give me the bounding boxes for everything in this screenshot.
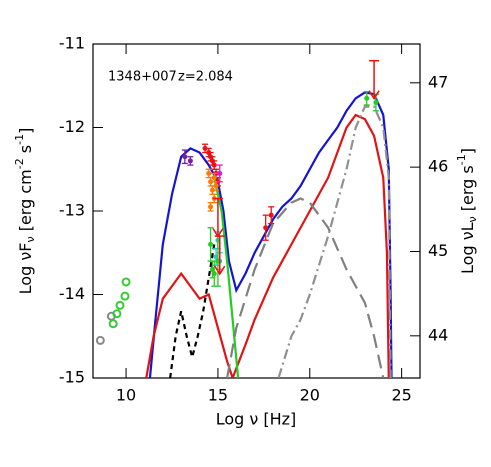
data-point xyxy=(211,162,217,168)
model-curve xyxy=(226,197,385,378)
data-point xyxy=(211,271,217,277)
data-point xyxy=(364,95,370,101)
label-part: -1 xyxy=(455,154,468,165)
data-point xyxy=(373,99,379,105)
y-tick-label: -12 xyxy=(59,117,85,136)
x-tick-label: 25 xyxy=(391,386,411,405)
data-point xyxy=(112,309,122,319)
data-point xyxy=(121,277,131,287)
data-point xyxy=(187,158,193,164)
model-curve xyxy=(145,113,390,378)
data-point xyxy=(217,170,223,176)
x-tick-label: 15 xyxy=(208,386,228,405)
x-axis-label: Log ν [Hz] xyxy=(216,410,297,429)
label-part: [erg cm xyxy=(16,169,35,236)
y2-tick-label: 47 xyxy=(428,72,448,91)
x-tick-label: 20 xyxy=(300,386,320,405)
data-point xyxy=(120,291,130,301)
data-point xyxy=(202,145,208,151)
data-point xyxy=(263,225,269,231)
data-point xyxy=(206,170,212,176)
annotation: 1348+007 xyxy=(108,70,177,85)
y-tick-label: -13 xyxy=(59,201,85,220)
upper-limit-head xyxy=(368,90,380,101)
data-point xyxy=(95,335,105,345)
annotation: z=2.084 xyxy=(178,70,233,85)
data-point xyxy=(182,154,188,160)
data-point xyxy=(209,187,215,193)
y-tick-label: -11 xyxy=(59,34,85,53)
y-tick-label: -14 xyxy=(59,284,85,303)
data-point xyxy=(108,319,118,329)
label-part: ν xyxy=(466,216,479,222)
label-part: -1 xyxy=(13,134,26,145)
model-curve xyxy=(213,177,240,378)
model-curve xyxy=(148,91,393,378)
y2-tick-label: 44 xyxy=(428,325,448,344)
x-tick-label: 10 xyxy=(116,386,136,405)
data-point xyxy=(115,300,125,310)
label-part: ] xyxy=(458,148,477,154)
y-tick-label: -15 xyxy=(59,368,85,387)
label-part: s xyxy=(16,145,35,158)
upper-limit-head xyxy=(214,265,226,276)
y-axis-label: Log νFν [erg cm-2 s-1] xyxy=(13,128,37,295)
model-curve xyxy=(277,105,392,378)
data-point xyxy=(208,241,214,247)
label-part: Log νF xyxy=(16,243,35,295)
label-part: [erg s xyxy=(458,165,477,216)
y2-tick-label: 45 xyxy=(428,241,448,260)
y2-axis-label: Log νLν [erg s-1] xyxy=(455,148,479,274)
label-part: -2 xyxy=(13,158,26,169)
data-point xyxy=(268,212,274,218)
y2-tick-label: 46 xyxy=(428,157,448,176)
data-point xyxy=(213,183,219,189)
label-part: ν xyxy=(24,236,37,242)
data-point xyxy=(211,175,217,181)
data-point xyxy=(208,179,214,185)
label-part: Log νL xyxy=(458,222,477,274)
label-part: ] xyxy=(16,128,35,134)
data-point xyxy=(208,204,214,210)
model-curve xyxy=(169,244,216,378)
